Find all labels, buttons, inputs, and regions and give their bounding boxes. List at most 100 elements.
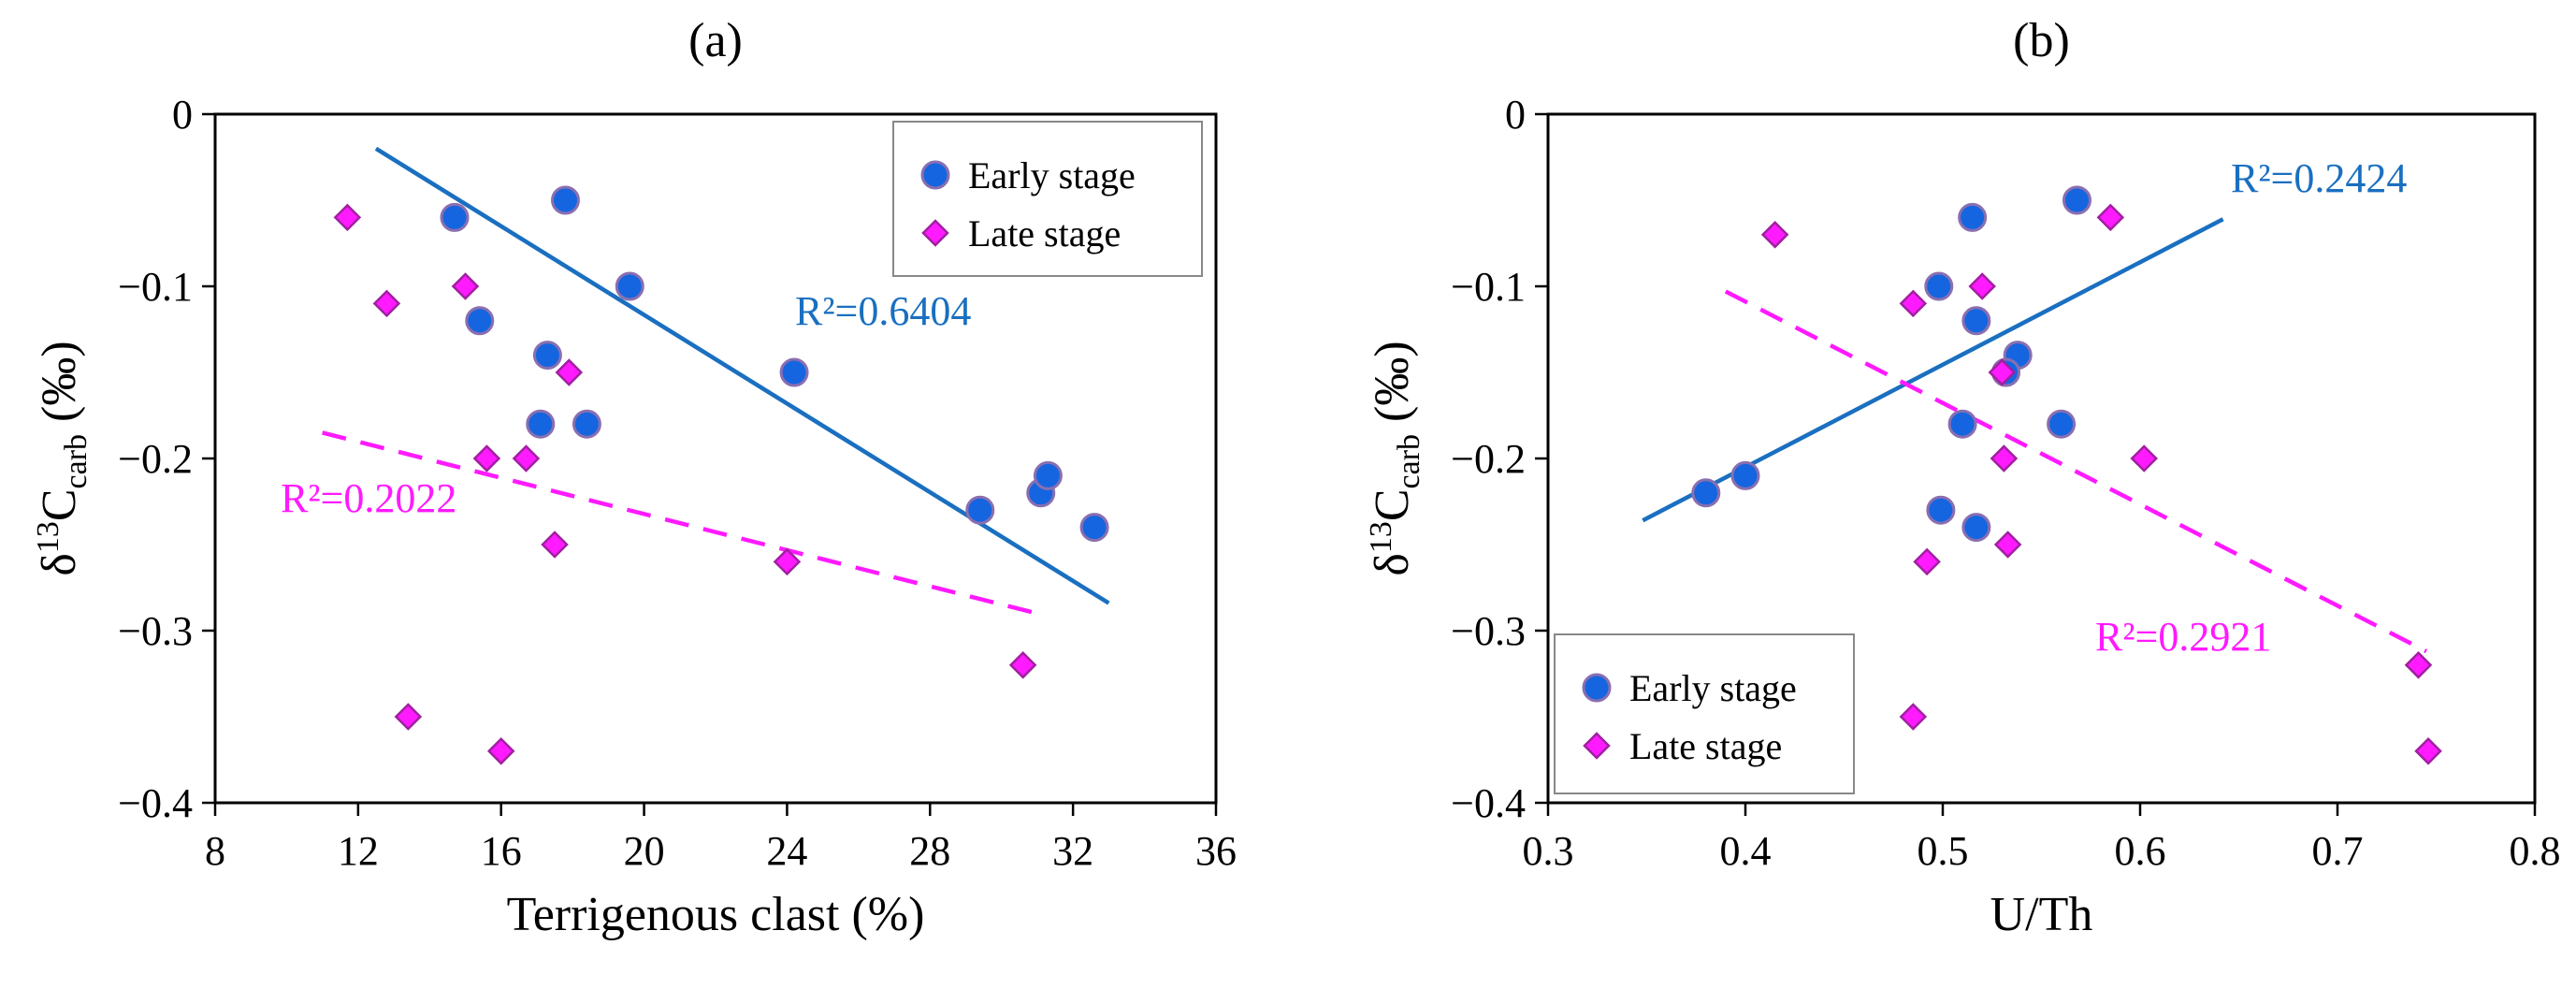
y-tick-label: −0.4	[118, 780, 193, 826]
legend-late-stage-marker	[921, 219, 949, 247]
y-tick-label: −0.1	[118, 264, 193, 310]
legend-early-stage-marker	[920, 160, 950, 190]
y-axis-label: δ13Ccarb (‰)	[31, 341, 94, 575]
panel-label: (b)	[2013, 14, 2070, 67]
y-axis-label-part: 13	[31, 521, 65, 553]
late-stage-point	[1899, 289, 1928, 318]
y-tick-label: −0.3	[1451, 608, 1526, 654]
late-stage-point	[2096, 203, 2125, 232]
x-axis-label: U/Th	[1990, 888, 2093, 941]
early-stage-point	[1033, 460, 1063, 490]
y-axis-label-part: (‰)	[1366, 341, 1419, 434]
x-tick-label: 0.4	[1720, 828, 1772, 874]
late-stage-point	[372, 289, 401, 318]
early-stage-r2-label: R²=0.6404	[795, 288, 971, 334]
early-stage-point	[526, 409, 556, 439]
legend: Early stage Late stage	[892, 121, 1203, 277]
legend-late-stage-marker	[1583, 732, 1611, 760]
late-stage-point	[1899, 703, 1928, 731]
early-stage-point	[1961, 306, 1991, 336]
legend-early-stage-marker	[1582, 673, 1612, 703]
legend-early-stage-label: Early stage	[968, 154, 1136, 196]
y-tick-label: −0.1	[1451, 264, 1526, 310]
x-tick-label: 16	[481, 828, 522, 874]
legend-box	[892, 121, 1203, 277]
late-stage-point	[1008, 651, 1037, 679]
late-stage-point	[555, 358, 584, 386]
x-tick-label: 28	[909, 828, 950, 874]
late-stage-r2-label: R²=0.2022	[281, 475, 456, 521]
early-stage-point	[2047, 409, 2077, 439]
y-tick-label: −0.2	[118, 436, 193, 482]
late-stage-point	[2414, 737, 2442, 765]
early-stage-trendline	[374, 146, 1110, 605]
late-stage-point	[472, 444, 501, 473]
early-stage-point	[572, 409, 601, 439]
late-stage-point	[1993, 531, 2022, 559]
y-axis-label-part: C	[33, 488, 86, 521]
early-stage-r2-label: R²=0.2424	[2231, 155, 2407, 201]
y-tick-label: 0	[172, 92, 193, 138]
late-stage-point	[2130, 444, 2158, 473]
late-stage-trendline	[1724, 289, 2427, 654]
x-tick-label: 24	[766, 828, 807, 874]
y-axis-label-part: carb	[59, 434, 94, 489]
early-stage-point	[779, 357, 809, 387]
y-axis-label-part: δ	[33, 553, 86, 576]
y-tick-label: −0.2	[1451, 436, 1526, 482]
x-tick-label: 0.8	[2510, 828, 2561, 874]
x-tick-label: 36	[1195, 828, 1237, 874]
late-stage-point	[333, 203, 362, 232]
x-tick-label: 32	[1052, 828, 1093, 874]
late-stage-point	[451, 272, 480, 300]
early-stage-trendline	[1642, 217, 2224, 523]
early-stage-point	[2062, 185, 2091, 215]
late-stage-point	[1990, 444, 2019, 473]
plot-frame	[1546, 112, 2537, 805]
y-axis-label-part: δ	[1366, 553, 1419, 576]
x-tick-label: 12	[338, 828, 379, 874]
x-tick-label: 20	[624, 828, 665, 874]
late-stage-point	[2404, 651, 2433, 679]
y-axis-label-part: 13	[1364, 521, 1398, 553]
late-stage-point	[1968, 272, 1996, 300]
x-axis-label: Terrigenous clast (%)	[507, 888, 925, 941]
late-stage-r2-label: R²=0.2921	[2095, 614, 2271, 660]
x-tick-label: 0.6	[2115, 828, 2166, 874]
early-stage-point	[440, 202, 470, 232]
y-tick-label: 0	[1505, 92, 1526, 138]
late-stage-trendline	[322, 430, 1038, 616]
late-stage-point	[541, 531, 569, 559]
legend: Early stage Late stage	[1554, 633, 1855, 794]
late-stage-point	[1913, 547, 1941, 576]
legend-box	[1554, 633, 1855, 794]
early-stage-point	[1958, 202, 1988, 232]
chart-panel-b: (b) 0.3 0.4 0.5 0.6 0.7 0.8 0 −0.1 −0.2 −0.3 −0.4 U/…	[1364, 14, 2561, 941]
y-axis-label-part: carb	[1392, 434, 1426, 489]
early-stage-point	[551, 185, 580, 215]
y-axis-label-part: (‰)	[33, 341, 86, 434]
late-stage-point	[1760, 221, 1789, 249]
early-stage-point	[1691, 478, 1721, 508]
y-axis-label: δ13Ccarb (‰)	[1364, 341, 1426, 575]
early-stage-point	[615, 271, 644, 301]
early-stage-point	[965, 495, 995, 525]
y-tick-label: −0.4	[1451, 780, 1526, 826]
y-tick-label: −0.3	[118, 608, 193, 654]
x-tick-label: 0.5	[1918, 828, 1969, 874]
plot-frame	[213, 112, 1218, 805]
legend-late-stage-label: Late stage	[1629, 725, 1782, 767]
x-tick-label: 0.3	[1523, 828, 1574, 874]
early-stage-point	[1924, 271, 1954, 301]
late-stage-point	[1988, 358, 2017, 386]
early-stage-point	[1961, 513, 1991, 543]
late-stage-point	[394, 703, 423, 731]
panel-label: (a)	[688, 14, 743, 67]
early-stage-point	[1926, 495, 1956, 525]
legend-early-stage-label: Early stage	[1629, 667, 1797, 709]
x-tick-label: 8	[205, 828, 225, 874]
early-stage-point	[532, 341, 562, 371]
late-stage-point	[486, 737, 515, 765]
